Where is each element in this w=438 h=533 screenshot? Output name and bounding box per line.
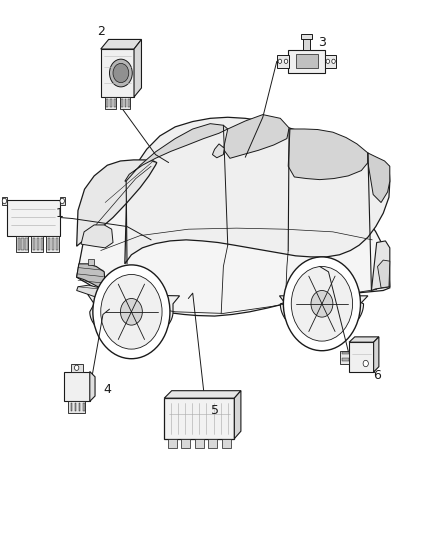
Polygon shape [48, 238, 50, 250]
Polygon shape [181, 439, 190, 448]
Polygon shape [120, 97, 130, 109]
Polygon shape [134, 39, 141, 97]
Polygon shape [288, 50, 325, 73]
Polygon shape [33, 238, 35, 250]
Circle shape [332, 59, 336, 63]
Polygon shape [296, 54, 318, 68]
Polygon shape [279, 296, 368, 336]
Polygon shape [81, 225, 113, 248]
Polygon shape [64, 372, 90, 401]
Polygon shape [106, 99, 108, 107]
Polygon shape [90, 372, 95, 401]
Polygon shape [340, 351, 349, 364]
Polygon shape [79, 403, 81, 411]
Circle shape [363, 360, 368, 367]
Circle shape [278, 59, 282, 63]
Text: 2: 2 [97, 26, 105, 38]
Polygon shape [41, 238, 43, 250]
Polygon shape [74, 403, 76, 411]
Polygon shape [222, 439, 231, 448]
Polygon shape [77, 264, 105, 290]
Polygon shape [52, 238, 54, 250]
Circle shape [283, 257, 360, 351]
Polygon shape [2, 197, 7, 205]
Circle shape [120, 298, 142, 325]
Polygon shape [18, 238, 20, 250]
Polygon shape [349, 337, 379, 342]
Polygon shape [374, 337, 379, 372]
Polygon shape [168, 439, 177, 448]
Circle shape [326, 59, 330, 63]
Polygon shape [164, 391, 241, 398]
Polygon shape [277, 55, 289, 68]
Polygon shape [349, 342, 374, 372]
Polygon shape [234, 391, 241, 439]
Circle shape [110, 59, 132, 87]
Polygon shape [46, 236, 59, 252]
Polygon shape [77, 160, 157, 246]
Polygon shape [368, 153, 390, 203]
Circle shape [74, 365, 79, 370]
Polygon shape [77, 160, 390, 316]
Polygon shape [208, 439, 217, 448]
Polygon shape [71, 364, 83, 372]
Polygon shape [212, 144, 224, 158]
Polygon shape [101, 39, 141, 49]
Text: 4: 4 [103, 383, 111, 395]
Circle shape [101, 274, 162, 349]
Polygon shape [121, 99, 123, 107]
Polygon shape [88, 294, 180, 340]
Text: 6: 6 [373, 369, 381, 382]
Polygon shape [195, 439, 204, 448]
Polygon shape [110, 99, 112, 107]
Text: 5: 5 [211, 404, 219, 417]
Polygon shape [301, 34, 312, 39]
Polygon shape [21, 238, 24, 250]
Polygon shape [37, 238, 39, 250]
Polygon shape [288, 129, 368, 180]
Circle shape [291, 266, 353, 341]
Circle shape [113, 63, 129, 83]
Polygon shape [68, 401, 85, 413]
Circle shape [2, 198, 7, 204]
Polygon shape [378, 260, 390, 288]
Polygon shape [125, 124, 228, 181]
Circle shape [284, 59, 288, 63]
Polygon shape [7, 200, 60, 236]
Text: 3: 3 [318, 36, 326, 49]
Circle shape [93, 265, 170, 359]
Polygon shape [101, 49, 134, 97]
Polygon shape [16, 236, 28, 252]
Polygon shape [164, 398, 234, 439]
Polygon shape [25, 238, 28, 250]
Polygon shape [125, 99, 127, 107]
Polygon shape [77, 285, 109, 301]
Polygon shape [223, 115, 289, 158]
Polygon shape [303, 37, 310, 50]
Polygon shape [60, 197, 65, 205]
Polygon shape [325, 55, 336, 68]
Polygon shape [31, 236, 43, 252]
Circle shape [60, 198, 64, 204]
Polygon shape [342, 358, 349, 361]
Polygon shape [128, 99, 130, 107]
Polygon shape [371, 241, 390, 290]
Text: 1: 1 [55, 207, 63, 220]
Polygon shape [105, 97, 116, 109]
Polygon shape [125, 117, 390, 264]
Polygon shape [342, 352, 349, 354]
Polygon shape [71, 403, 72, 411]
Polygon shape [83, 403, 85, 411]
Polygon shape [56, 238, 58, 250]
Polygon shape [114, 99, 116, 107]
Polygon shape [88, 259, 94, 265]
Circle shape [311, 290, 333, 317]
